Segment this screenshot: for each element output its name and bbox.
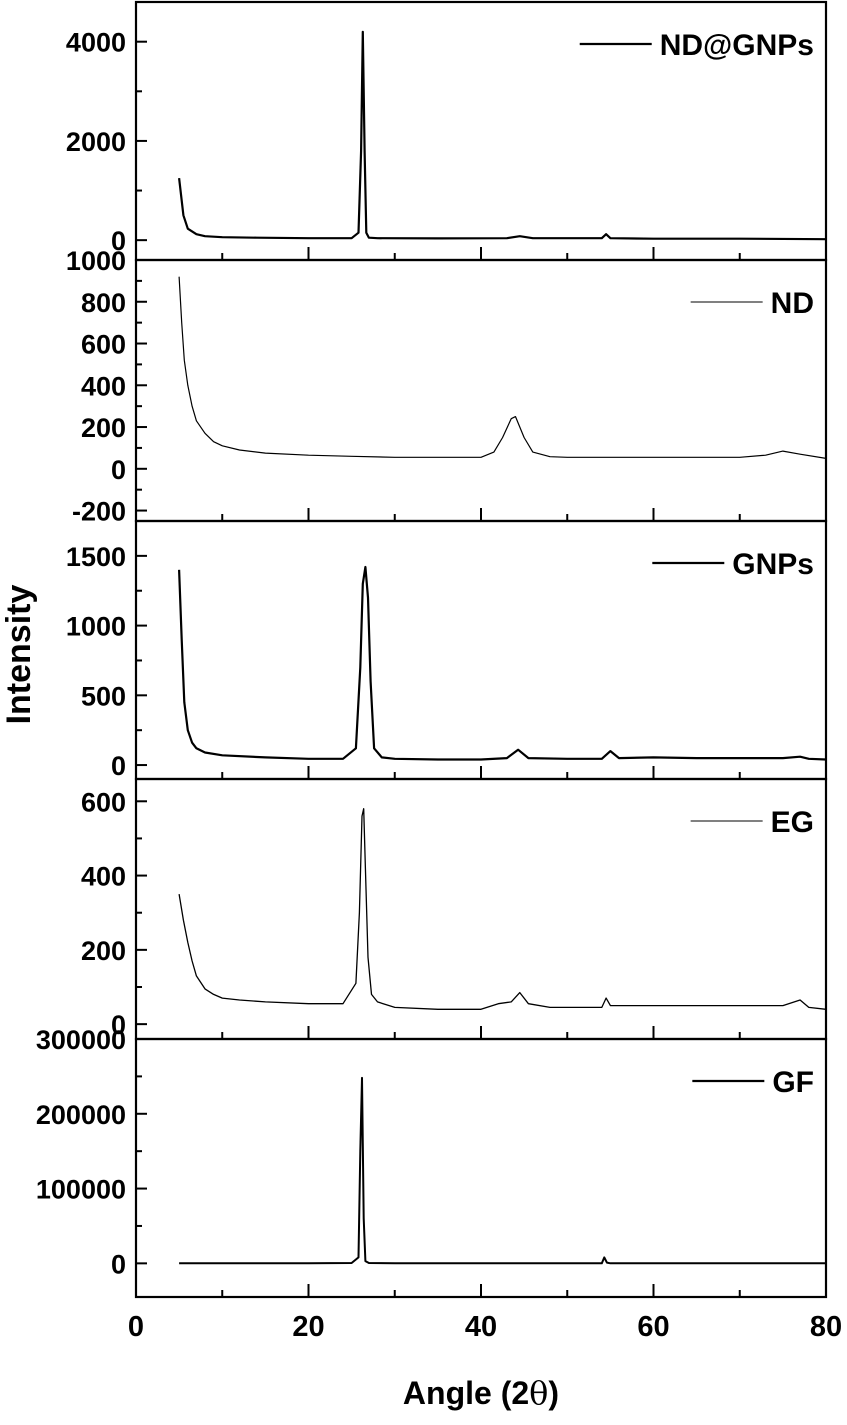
panel-nd: -200 0 200 400 600 800 1000 ND [66, 246, 828, 527]
x-tick-label: 20 [292, 1311, 324, 1343]
x-tick-label: 0 [128, 1311, 144, 1343]
y-tick-label: 400 [81, 862, 126, 892]
panel-eg: 0 200 400 600 EG [81, 777, 828, 1040]
x-tick-label: 80 [810, 1311, 842, 1343]
series-line-gf [179, 1076, 826, 1265]
y-tick-label: 0 [111, 226, 126, 256]
legend-label: ND@GNPs [660, 29, 814, 62]
series-line-ndgnps [178, 30, 827, 241]
y-tick-label: 600 [81, 787, 126, 817]
series-line-gnps [178, 565, 827, 761]
x-tick-label: 40 [465, 1311, 497, 1343]
x-axis-label-close: ) [548, 1375, 559, 1411]
legend-label: ND [771, 287, 814, 320]
y-tick-label: 200 [81, 413, 126, 443]
x-axis-label: Angle (2θ) [403, 1374, 559, 1412]
legend-label: EG [771, 806, 814, 839]
series-line-eg [178, 808, 827, 1010]
panel-gf: 0 100000 200000 300000 GF [36, 1025, 828, 1299]
y-tick-label: 1000 [66, 612, 126, 642]
y-tick-label: 2000 [66, 127, 126, 157]
y-tick-label: 200000 [36, 1100, 126, 1130]
y-tick-label: 1500 [66, 542, 126, 572]
x-axis-label-theta: θ [529, 1374, 548, 1412]
series-line-nd [178, 276, 827, 459]
panel-frame [134, 1037, 828, 1299]
y-tick-label: 0 [111, 1249, 126, 1279]
y-tick-label: 500 [81, 681, 126, 711]
x-axis: 0 20 40 60 80 [128, 1311, 842, 1343]
y-tick-label: 0 [111, 1010, 126, 1040]
legend-label: GNPs [732, 548, 814, 581]
y-tick-label: 600 [81, 330, 126, 360]
panel-ndgnps: 0 2000 4000 ND@GNPs [66, 0, 828, 262]
y-tick-label: 800 [81, 288, 126, 318]
panel-gnps: 0 500 1000 1500 GNPs [66, 519, 828, 781]
x-tick-label: 60 [637, 1311, 669, 1343]
panel-frame [134, 519, 828, 781]
y-tick-label: 0 [111, 455, 126, 485]
y-tick-label: 400 [81, 371, 126, 401]
x-axis-label-main: Angle (2 [403, 1375, 529, 1411]
y-tick-label: 300000 [36, 1025, 126, 1055]
y-tick-label: 0 [111, 751, 126, 781]
y-tick-label: 1000 [66, 246, 126, 276]
panel-frame [134, 258, 828, 523]
y-axis-label: Intensity [0, 585, 38, 725]
y-tick-label: 4000 [66, 28, 126, 58]
y-tick-label: 200 [81, 936, 126, 966]
y-tick-label: 100000 [36, 1175, 126, 1205]
legend-label: GF [772, 1066, 814, 1099]
y-tick-label: -200 [72, 497, 126, 527]
